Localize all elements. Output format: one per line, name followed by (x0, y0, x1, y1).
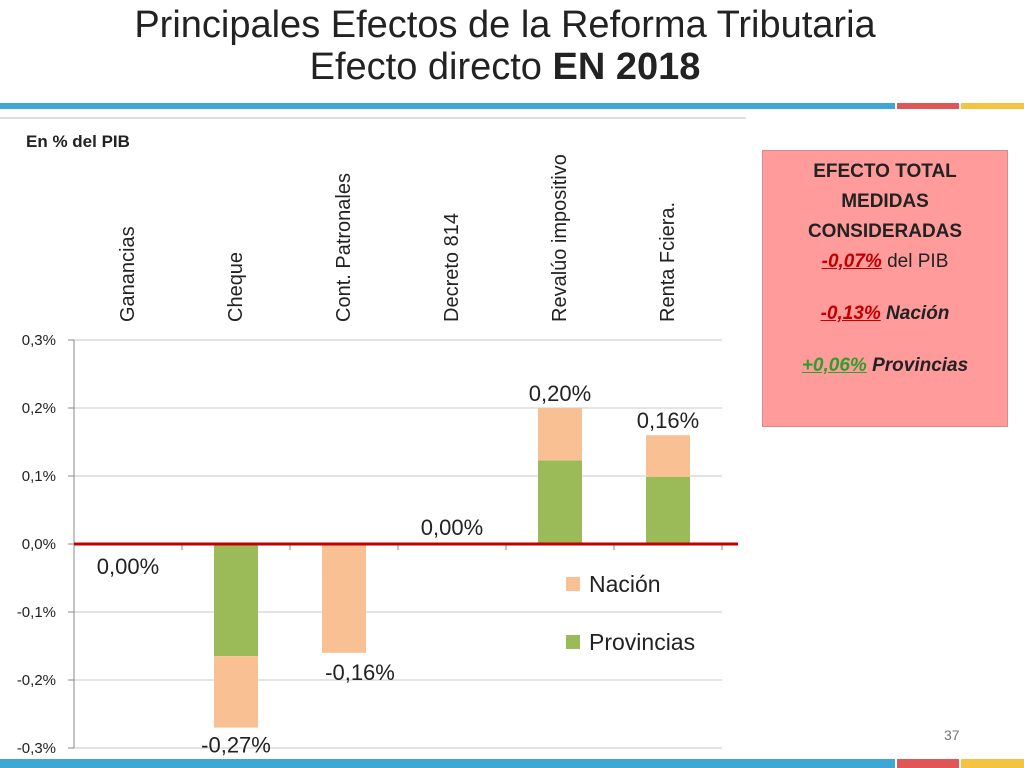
title-line-2-year: EN 2018 (552, 46, 701, 88)
category-label: Revalúo impositivo (549, 154, 571, 322)
total-pib-line: -0,07% del PIB (763, 247, 1007, 277)
slide-title: Principales Efectos de la Reforma Tribut… (0, 4, 1010, 88)
deco-bottom-red-segment (897, 759, 959, 768)
title-line-2-prefix: Efecto directo (309, 46, 553, 88)
bar-nacion (322, 544, 366, 653)
total-box-heading-2: MEDIDAS (841, 191, 929, 212)
bar-nacion (538, 408, 582, 461)
decorative-bottom-bar (0, 759, 1024, 768)
total-provincias-label: Provincias (866, 355, 969, 376)
y-tick-label: 0,2% (22, 400, 56, 417)
total-provincias-line: +0,06% Provincias (763, 351, 1007, 381)
total-box-heading-1: EFECTO TOTAL (813, 161, 957, 182)
legend-label: Nación (589, 571, 661, 597)
category-label: Renta Fciera. (657, 202, 679, 322)
data-label-total: 0,00% (421, 515, 483, 540)
y-tick-label: 0,1% (22, 468, 56, 485)
title-line-1: Principales Efectos de la Reforma Tribut… (134, 4, 876, 46)
deco-red-segment (897, 103, 959, 109)
bar-provincias (646, 476, 690, 544)
legend-swatch (566, 577, 580, 591)
page-number: 37 (944, 727, 960, 743)
category-label: Decreto 814 (441, 213, 463, 322)
stacked-bar-chart: 0,3% 0,2% 0,1% 0,0% -0,1% -0,2% -0,3% Ganancias… (0, 117, 746, 758)
decorative-top-bar (0, 103, 1024, 109)
deco-bottom-yellow-segment (961, 759, 1024, 768)
data-label-total: 0,20% (529, 381, 591, 406)
category-label: Cheque (225, 252, 247, 322)
data-label-total: 0,16% (637, 408, 699, 433)
category-label: Cont. Patronales (333, 173, 355, 322)
y-tick-label: -0,1% (17, 604, 56, 621)
y-tick-label: 0,3% (22, 332, 56, 349)
total-nacion-value: -0,13% (820, 303, 881, 324)
data-label-total: -0,16% (325, 660, 395, 685)
unit-label: En % del PIB (26, 132, 130, 151)
deco-bottom-blue-segment (0, 759, 895, 768)
total-pib-value: -0,07% (821, 251, 882, 272)
data-label-total: 0,00% (97, 554, 159, 579)
title-line-2: Efecto directo EN 2018 (0, 46, 1010, 88)
bar-provincias (538, 460, 582, 544)
bar-nacion (214, 656, 258, 728)
category-label: Ganancias (117, 226, 139, 322)
deco-yellow-segment (961, 103, 1024, 109)
bar-provincias (214, 544, 258, 657)
total-nacion-line: -0,13% Nación (763, 299, 1007, 329)
deco-blue-segment (0, 103, 895, 109)
legend-swatch (566, 635, 580, 649)
y-tick-label: -0,3% (17, 740, 56, 757)
y-tick-label: 0,0% (22, 536, 56, 553)
total-effect-box: EFECTO TOTAL MEDIDAS CONSIDERADAS -0,07%… (762, 150, 1008, 427)
bar-nacion (646, 435, 690, 477)
legend-label: Provincias (589, 629, 695, 655)
data-label-total: -0,27% (201, 733, 271, 758)
y-tick-label: -0,2% (17, 672, 56, 689)
total-pib-label: del PIB (881, 251, 949, 272)
total-nacion-label: Nación (880, 303, 950, 324)
total-provincias-value: +0,06% (801, 355, 867, 376)
total-box-heading-3: CONSIDERADAS (807, 221, 963, 242)
total-box-heading: EFECTO TOTAL MEDIDAS CONSIDERADAS (763, 151, 1007, 247)
